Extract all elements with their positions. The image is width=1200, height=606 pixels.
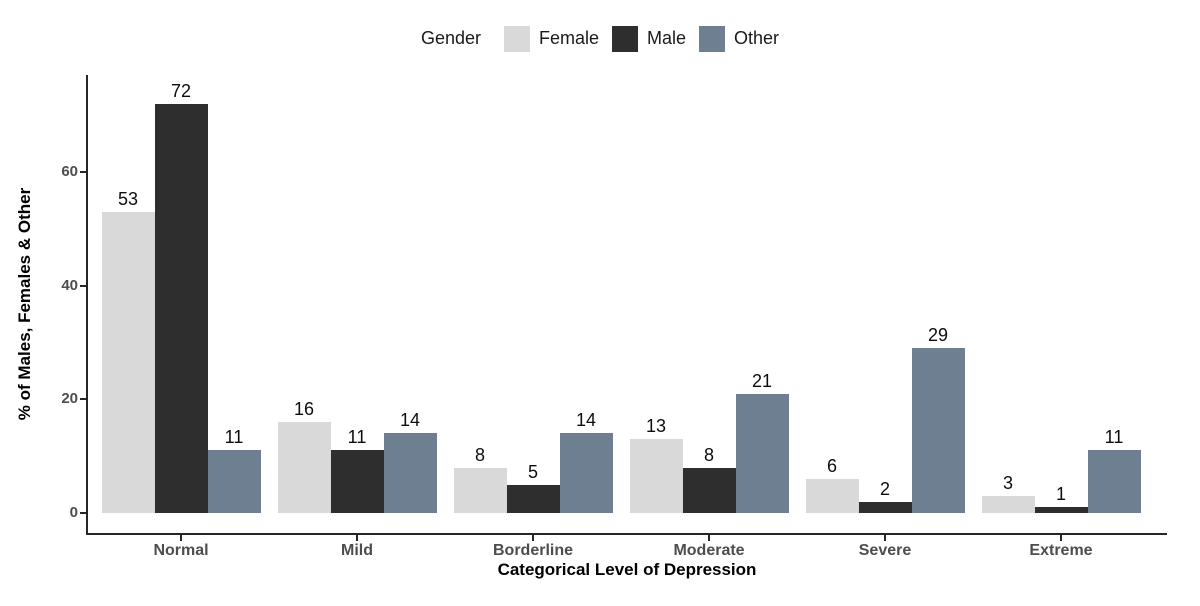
bar-value-label: 13 [645,416,667,436]
bar-value-label: 5 [527,462,539,482]
bar-value-label: 11 [224,427,244,447]
bar-value-label: 6 [826,456,838,476]
x-tick [708,535,710,541]
bar-value-label: 1 [1055,484,1067,504]
bar-value-label: 14 [399,410,421,430]
y-tick-label: 40 [61,276,78,294]
bar-value-label: 11 [1104,427,1124,447]
legend-item-female: Female [503,25,600,52]
y-tick-label: 60 [61,163,78,181]
bar-value-label: 14 [575,410,597,430]
bar-value-label: 21 [751,371,773,391]
bar-value-label: 8 [703,445,715,465]
bar-other-extreme [1087,450,1141,513]
legend-swatch-female [503,25,530,52]
y-tick [80,284,86,287]
legend-label: Female [538,28,600,48]
x-tick-label-extreme: Extreme [1029,542,1093,559]
legend-item-other: Other [699,25,780,52]
bar-other-normal [207,450,261,513]
bar-other-moderate [735,394,789,513]
bar-female-normal [101,212,155,513]
bar-other-severe [911,348,965,513]
y-tick-label: 20 [61,390,78,408]
bar-value-label: 29 [927,325,949,345]
bar-female-extreme [981,496,1035,513]
bar-value-label: 53 [117,189,139,209]
bar-male-extreme [1034,507,1088,513]
bar-male-normal [154,104,208,513]
y-tick [80,512,86,514]
bar-female-moderate [629,439,683,513]
bar-female-borderline [453,468,507,513]
bar-value-label: 11 [347,427,367,447]
bar-female-mild [277,422,331,513]
legend-swatch-other [699,25,726,52]
bar-male-borderline [506,485,560,513]
bar-male-moderate [682,468,736,513]
bar-value-label: 8 [474,445,486,465]
bar-value-label: 72 [170,81,192,101]
x-tick-label-mild: Mild [341,542,373,559]
bar-value-label: 16 [293,399,315,419]
bar-male-severe [858,502,912,513]
bar-other-borderline [559,433,613,513]
x-tick [532,535,534,541]
x-tick-label-normal: Normal [153,542,209,559]
y-tick [80,398,86,401]
x-tick [1060,535,1062,541]
bar-other-mild [383,433,437,513]
plot-area [86,75,1167,535]
legend-title: Gender [420,28,481,48]
y-tick-label: 0 [69,504,78,521]
y-axis-title: % of Males, Females & Other [15,187,34,421]
x-tick-label-borderline: Borderline [492,542,574,559]
legend-items: Female Male Other [491,25,780,52]
y-tick [80,171,86,174]
x-tick [180,535,182,541]
bar-value-label: 2 [879,479,891,499]
x-tick-label-severe: Severe [858,542,912,559]
x-tick [356,535,358,541]
bar-value-label: 3 [1002,473,1014,493]
x-axis-title: Categorical Level of Depression [497,560,757,579]
legend-item-male: Male [612,25,687,52]
bar-male-mild [330,450,384,513]
x-tick [884,535,886,541]
legend-label: Other [734,28,780,48]
bar-female-severe [805,479,859,513]
legend-label: Male [647,28,687,48]
x-tick-label-moderate: Moderate [673,542,745,559]
legend-swatch-male [612,25,639,52]
legend: Gender Female Male Other [0,25,1200,52]
